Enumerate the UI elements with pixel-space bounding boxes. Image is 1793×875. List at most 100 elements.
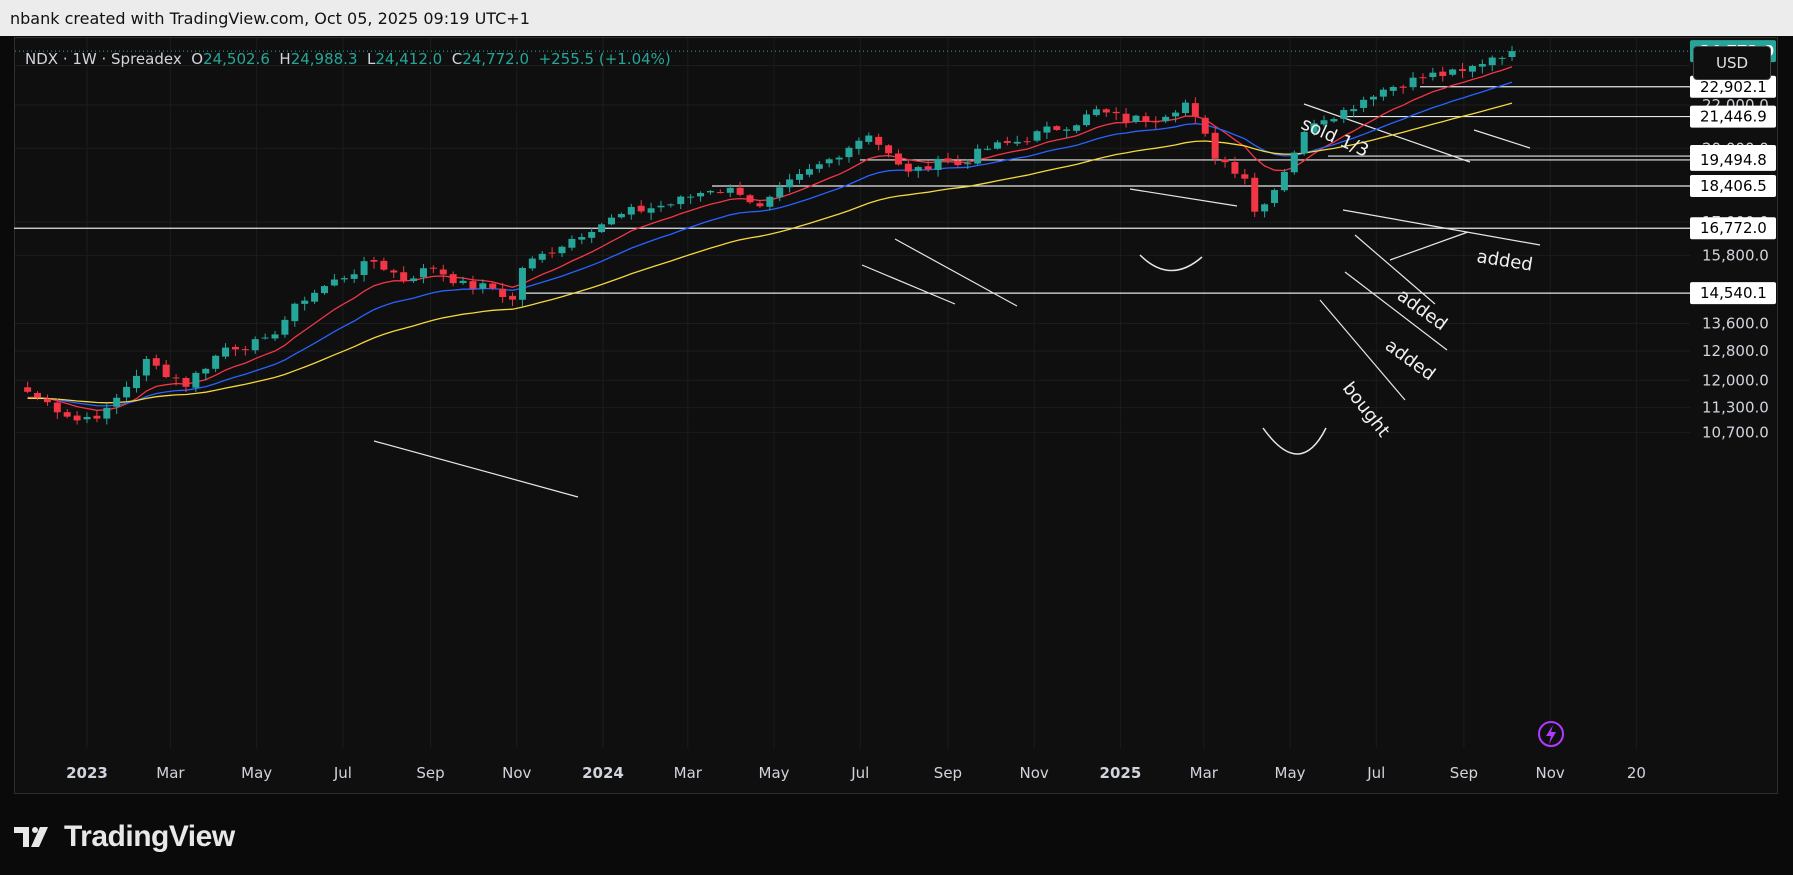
candle-body — [865, 135, 873, 142]
candle-body — [439, 269, 447, 275]
time-tick-label: May — [241, 764, 272, 782]
time-tick-label: 2024 — [582, 764, 624, 782]
price-level-badge — [1690, 75, 1776, 98]
price-level-label: 22,902.1 — [1700, 78, 1767, 96]
time-tick-label: 2023 — [66, 764, 108, 782]
trend-line — [1303, 103, 1471, 163]
price-level-label: 16,772.0 — [1700, 219, 1767, 237]
time-tick-label: Mar — [674, 764, 703, 782]
candle-body — [687, 196, 695, 198]
candle-body — [281, 319, 289, 335]
candle-body — [380, 260, 388, 270]
candle-body — [24, 387, 32, 392]
candle-body — [509, 295, 517, 300]
candle-body — [360, 261, 368, 276]
time-tick-label: Mar — [1190, 764, 1219, 782]
candle-body — [716, 192, 724, 194]
candle-body — [1399, 86, 1407, 88]
candle-body — [598, 224, 606, 233]
price-tick-label: 12,000.0 — [1702, 371, 1769, 389]
time-tick-label: Jul — [333, 764, 352, 782]
candle-body — [222, 347, 230, 357]
candle-body — [1221, 159, 1229, 163]
ema-mid-line — [27, 81, 1513, 407]
tradingview-logo: TradingView — [14, 812, 235, 862]
trend-line — [894, 238, 1018, 307]
candle-body — [1142, 116, 1150, 122]
candle-body — [103, 407, 111, 419]
flash-icon-ring — [1538, 721, 1564, 747]
candle-body — [1112, 111, 1120, 114]
ema-slow-line — [27, 102, 1513, 404]
candle-body — [1468, 65, 1476, 72]
candle-body — [914, 167, 922, 171]
candle-body — [1478, 64, 1486, 67]
candle-body — [291, 303, 299, 322]
candle-body — [1439, 71, 1447, 77]
candle-body — [736, 187, 744, 195]
candle-body — [321, 286, 329, 294]
candle-body — [63, 412, 71, 417]
price-level-badge — [1690, 105, 1776, 128]
candle-body — [1162, 116, 1170, 122]
trend-line — [1129, 188, 1238, 207]
symbol-info[interactable]: NDX · 1W · Spreadex — [25, 50, 182, 68]
candle-body — [1152, 121, 1160, 123]
price-tick-label: 15,800.0 — [1702, 246, 1769, 264]
candle-body — [1053, 126, 1061, 130]
candle-body — [677, 196, 685, 205]
candle-body — [627, 207, 635, 215]
candle-body — [301, 300, 309, 304]
candle-body — [875, 136, 883, 145]
candle-body — [1132, 115, 1140, 122]
candle-body — [1191, 103, 1199, 117]
candle-body — [340, 278, 348, 280]
moving-averages — [27, 66, 1513, 411]
trend-line — [1473, 129, 1531, 149]
ema-fast-line — [27, 66, 1513, 411]
candle-body — [1320, 120, 1328, 125]
candle-body — [518, 267, 526, 300]
annotation-label: bought — [1338, 378, 1394, 441]
candle-body — [192, 372, 200, 388]
candle-body — [142, 358, 150, 376]
candle-body — [855, 140, 863, 149]
candle-body — [390, 270, 398, 273]
trend-line — [1354, 234, 1436, 305]
candle-body — [538, 253, 546, 260]
candle-body — [1063, 129, 1071, 131]
candle-body — [43, 398, 51, 403]
price-level-label: 18,406.5 — [1700, 177, 1767, 195]
currency-button[interactable]: USD — [1693, 46, 1771, 80]
candle-body — [885, 145, 893, 154]
candle-body — [1389, 86, 1397, 91]
price-tick-label: 12,800.0 — [1702, 342, 1769, 360]
candle-body — [1360, 99, 1368, 108]
trend-line — [1344, 271, 1448, 351]
time-tick-label: May — [759, 764, 790, 782]
price-tick-label: 13,600.0 — [1702, 314, 1769, 332]
candle-body — [1003, 141, 1011, 143]
attribution-text: nbank created with TradingView.com, Oct … — [10, 9, 530, 28]
candles — [24, 45, 1516, 425]
candle-body — [558, 246, 566, 254]
close-label: C — [451, 50, 463, 68]
candle-body — [974, 148, 982, 164]
price-level-badge — [1690, 175, 1776, 198]
candle-body — [766, 196, 774, 207]
candle-body — [1449, 69, 1457, 75]
trend-line — [1389, 231, 1469, 261]
candle-body — [647, 208, 655, 213]
candle-body — [1310, 123, 1318, 133]
candle-body — [261, 337, 269, 339]
candle-body — [588, 232, 596, 238]
price-labels: 22,902.121,446.919,661.819,494.818,406.5… — [1538, 40, 1776, 747]
candle-body — [726, 187, 734, 193]
time-axis: 2023 Mar May Jul Sep Nov 2024 Mar May Jul Sep Nov 20… — [66, 764, 1646, 782]
candle-body — [182, 378, 190, 387]
candle-body — [1300, 131, 1308, 154]
candle-body — [657, 205, 665, 208]
candle-body — [152, 358, 160, 366]
candle-body — [637, 205, 645, 212]
